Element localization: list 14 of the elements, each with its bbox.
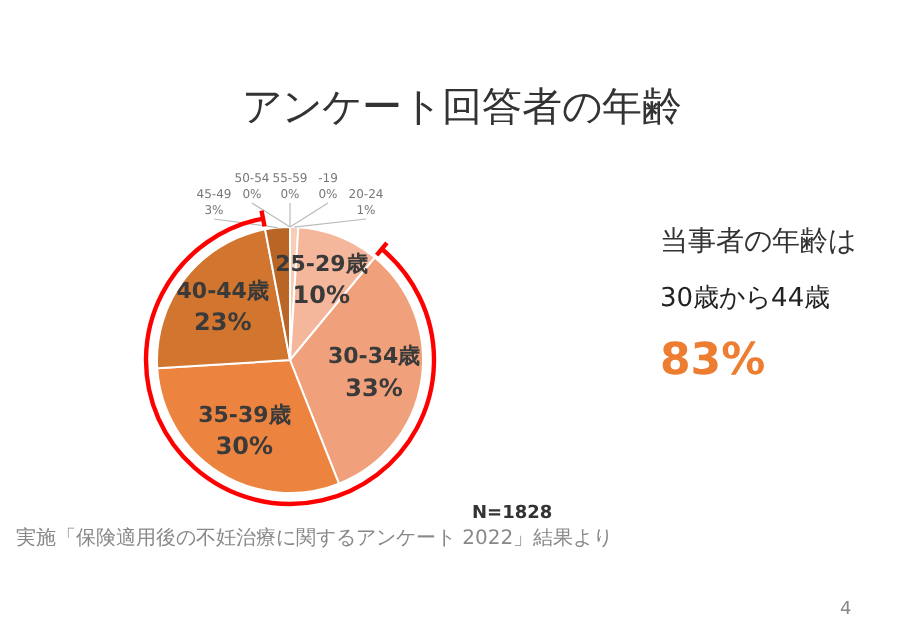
text: N=1828	[472, 504, 553, 524]
chart-title: アンケート回答者の年齢	[240, 80, 684, 134]
slice-label: 40-44歳	[176, 277, 269, 304]
slice-label: 35-39歳	[198, 401, 291, 428]
text: 83%	[660, 336, 766, 386]
text: 実施「保険適用後の不妊治療に関するアンケート 2022」結果より	[16, 525, 614, 552]
data-label: 30%	[215, 432, 274, 461]
slice-label: 30-34歳	[327, 343, 421, 370]
data-label: 10%	[292, 281, 351, 310]
data-label: 23%	[194, 308, 252, 337]
text: 当事者の年齢は	[660, 224, 856, 260]
text: 4	[840, 600, 852, 620]
text: 30歳から44歳	[660, 282, 831, 316]
data-label: 33%	[345, 373, 403, 402]
